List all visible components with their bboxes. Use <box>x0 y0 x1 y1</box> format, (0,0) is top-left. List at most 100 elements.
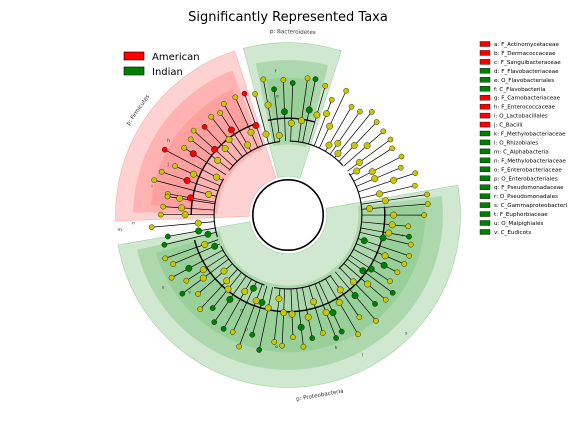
sector-label-m: m <box>117 228 121 233</box>
branch-12 <box>234 97 259 148</box>
branch-50 <box>325 278 359 335</box>
leaf-65 <box>209 305 216 311</box>
leaf-39 <box>406 233 412 240</box>
legend-label-indian: Indian <box>152 67 183 78</box>
node-65 <box>224 285 232 293</box>
leaf-22 <box>328 96 335 103</box>
class-ring <box>213 140 363 290</box>
node-74 <box>195 227 203 235</box>
branch-74 <box>167 227 216 237</box>
key-label-2: c: F_Sanguibacteraceae <box>494 60 561 66</box>
leaf-60 <box>249 331 256 338</box>
leaf-52 <box>333 335 339 341</box>
leaf-28 <box>380 128 387 135</box>
node-22 <box>323 110 330 118</box>
leaf-25 <box>357 108 363 115</box>
branch-19 <box>298 78 308 142</box>
node-20 <box>305 106 313 114</box>
node-12 <box>247 128 255 136</box>
branch-29 <box>347 139 391 172</box>
sector-label-u: u <box>162 286 165 291</box>
node-27 <box>350 142 358 149</box>
node-38 <box>388 221 396 229</box>
branch-27 <box>338 121 377 162</box>
node-41 <box>360 237 368 245</box>
node-50 <box>335 298 343 306</box>
leaf-64 <box>211 319 218 325</box>
key-label-4: e: O_Flavobacteriales <box>494 78 554 84</box>
branch-18 <box>290 83 294 142</box>
leaf-23 <box>343 87 349 94</box>
key-label-13: n: F_Methylobacteriaceae <box>494 158 566 164</box>
clade-band-core-0 <box>266 77 317 121</box>
key-label-0: a: F_Actinomycetaceae <box>494 42 559 48</box>
node-6 <box>214 156 222 164</box>
leaf-68 <box>179 290 186 297</box>
branch-10 <box>219 112 248 154</box>
node-17 <box>281 108 288 116</box>
leaf-51 <box>338 328 345 335</box>
branch-60 <box>252 285 268 335</box>
node-4 <box>213 173 220 181</box>
node-48 <box>351 292 359 299</box>
legend-swatch-american <box>123 51 145 61</box>
leaf-71 <box>170 261 176 267</box>
node-30 <box>353 167 361 175</box>
leaf-61 <box>236 343 242 350</box>
leaf-47 <box>372 301 378 307</box>
branch-32 <box>356 167 401 187</box>
node-53 <box>310 298 317 306</box>
clade-band-inner-1 <box>133 70 263 214</box>
node-32 <box>371 175 379 183</box>
node-44 <box>367 265 375 273</box>
branch-66 <box>199 268 238 310</box>
branch-57 <box>281 288 286 346</box>
branch-25 <box>329 111 361 155</box>
leaf-1 <box>151 177 158 183</box>
node-60 <box>258 299 266 306</box>
legend: American Indian <box>123 51 200 78</box>
branch-26 <box>334 111 373 158</box>
key-swatch-13 <box>479 157 491 164</box>
branch-55 <box>296 288 304 347</box>
sector-label-s: s <box>405 332 408 337</box>
node-9 <box>225 136 233 143</box>
legend-swatch-indian <box>123 66 145 76</box>
leaf-9 <box>208 113 215 120</box>
branch-23 <box>319 90 347 149</box>
clade-label-2: p: Proteobacteria <box>296 389 344 403</box>
node-73 <box>204 230 212 238</box>
leaf-40 <box>408 241 414 248</box>
node-52 <box>322 309 330 316</box>
bacteroidetes-arc <box>267 117 315 123</box>
leaf-38 <box>405 223 412 230</box>
leaf-16 <box>271 86 277 93</box>
branch-77 <box>163 206 215 211</box>
branch-4 <box>164 149 223 181</box>
branch-35 <box>361 194 428 205</box>
branch-33 <box>358 172 416 193</box>
leaf-35 <box>424 191 430 198</box>
node-58 <box>275 295 283 303</box>
branch-28 <box>343 131 384 167</box>
leaf-17 <box>280 77 287 83</box>
leaf-14 <box>252 91 258 97</box>
branch-31 <box>353 156 402 182</box>
leaf-54 <box>309 335 316 341</box>
key-swatch-17 <box>479 193 491 199</box>
sector-label-o: o <box>275 345 278 350</box>
branch-47 <box>339 267 376 305</box>
sector-label-v: v <box>188 290 191 295</box>
leaf-37 <box>421 212 428 218</box>
key-swatch-0 <box>479 41 491 47</box>
node-37 <box>390 211 398 219</box>
leaf-26 <box>368 109 375 115</box>
leaf-10 <box>217 110 223 116</box>
leaf-3 <box>172 163 178 169</box>
key-label-12: m: C_Alphabacteria <box>494 149 549 155</box>
leaf-62 <box>229 329 236 335</box>
leaf-29 <box>387 136 394 143</box>
node-61 <box>252 297 260 305</box>
leaf-57 <box>279 342 285 349</box>
